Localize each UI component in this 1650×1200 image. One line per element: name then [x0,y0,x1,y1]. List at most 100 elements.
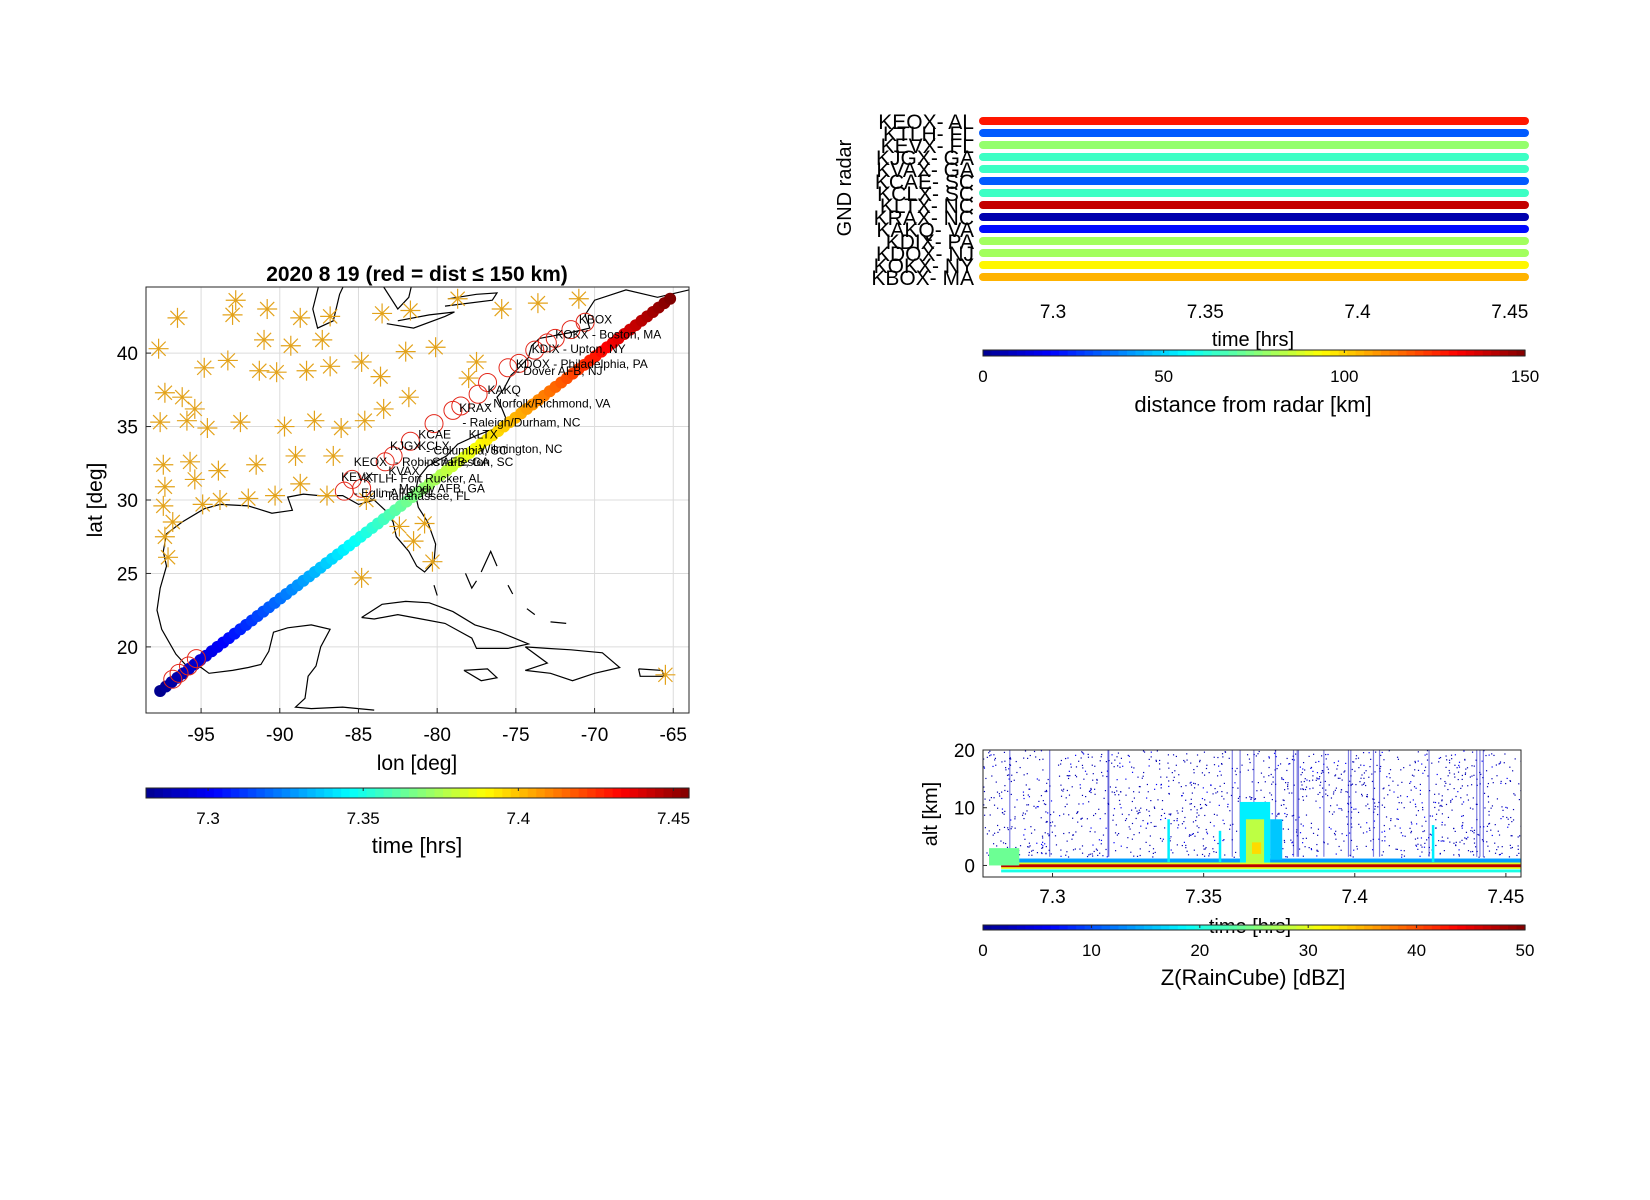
noise-speckle [990,796,992,799]
noise-speckle [1509,844,1511,846]
radar-site-marker [153,495,174,516]
noise-speckle [1184,827,1187,829]
noise-speckle [1027,804,1030,806]
noise-speckle [1506,777,1508,780]
noise-speckle [1284,789,1286,791]
colorbar-segment [1474,350,1484,356]
noise-speckle [1008,774,1010,776]
noise-speckle [1435,813,1438,815]
noise-speckle [1370,758,1372,760]
noise-speckle [1162,838,1164,840]
noise-speckle [1414,838,1417,840]
colorbar-segment [1389,925,1399,930]
noise-speckle [1500,818,1502,820]
noise-speckle [1214,787,1216,790]
noise-speckle [1068,832,1070,834]
radar-site-marker [354,410,375,431]
noise-speckle [991,775,993,777]
colorbar-segment [1431,350,1441,356]
radar-name-label: KTLH- FL [883,123,974,146]
noise-speckle [1208,772,1210,774]
noise-speckle [1087,756,1090,758]
noise-speckle [1183,759,1185,762]
noise-speckle [1161,800,1164,802]
noise-speckle [1310,827,1312,829]
noise-speckle [1042,845,1044,847]
noise-speckle [1145,841,1147,843]
noise-speckle [1276,815,1278,817]
noise-speckle [1331,813,1334,815]
noise-speckle [1507,818,1509,820]
noise-speckle [1128,787,1130,789]
noise-speckle [1373,787,1376,789]
colorbar-segment [1118,350,1128,356]
noise-speckle [1387,794,1389,796]
colorbar-segment [264,788,274,798]
radar-site-marker [172,387,193,408]
noise-speckle [1442,840,1444,842]
noise-speckle [1396,818,1398,820]
noise-speckle [1150,800,1152,802]
noise-speckle [1023,817,1025,820]
noise-speckle [1300,823,1302,825]
noise-speckle [1416,823,1418,825]
noise-speckle [1181,807,1184,809]
colorbar-segment [1059,350,1069,356]
noise-speckle [1310,767,1312,769]
noise-speckle [1094,788,1096,790]
noise-speckle [1125,794,1127,796]
noise-speckle [1383,797,1385,799]
noise-speckle [1347,823,1349,825]
noise-speckle [1409,764,1411,766]
noise-speckle [1472,808,1474,810]
radar-site-stroke [155,498,171,514]
noise-speckle [1176,818,1178,820]
noise-speckle [1490,829,1492,831]
noise-speckle [1212,848,1214,850]
colorbar-segment [999,350,1010,356]
radar-name-label: KEOX- AL [878,111,974,134]
radar-site-marker [389,516,410,537]
noise-speckle [1305,837,1307,839]
noise-speckle [1410,781,1412,783]
radar-site-stroke [657,667,673,683]
noise-speckle [1251,797,1253,799]
noise-speckle [1258,750,1260,753]
colorbar-segment [1355,350,1365,356]
noise-speckle [1023,757,1025,759]
colorbar-segment [1135,350,1145,356]
site-label: - Eglin AFB, FL [354,486,435,500]
colorbar-segment [983,925,993,930]
noise-speckle [1026,773,1028,775]
noise-speckle [1458,766,1461,768]
noise-speckle [1415,814,1417,816]
radar-site-stroke [402,303,418,318]
noise-speckle [1217,842,1219,845]
noise-speckle [1197,784,1199,786]
noise-speckle [1359,781,1361,783]
noise-speckle [1360,777,1362,779]
noise-speckle [1120,807,1122,809]
noise-speckle [1105,827,1107,829]
noise-speckle [1115,786,1117,788]
overpass-circle [400,431,420,451]
radar-site-marker [398,387,419,408]
noise-speckle [1066,840,1068,842]
noise-speckle [1042,800,1044,802]
noise-speckle [1310,848,1313,851]
radar-distance-lines [979,117,1529,281]
radar-site-stroke [401,389,417,405]
noise-speckle [1383,824,1385,827]
noise-speckle [999,829,1001,831]
colorbar-segment [1313,350,1323,356]
noise-speckle [1016,799,1018,801]
noise-speckle [1300,774,1302,776]
noise-speckle [1146,823,1149,825]
colorbar-segment [281,788,291,798]
noise-speckle [1217,756,1219,759]
colorbar-segment [1033,350,1043,356]
noise-speckle [1237,787,1239,789]
noise-speckle [1215,792,1217,794]
radar-site-marker [491,299,512,320]
noise-speckle [1128,755,1130,757]
